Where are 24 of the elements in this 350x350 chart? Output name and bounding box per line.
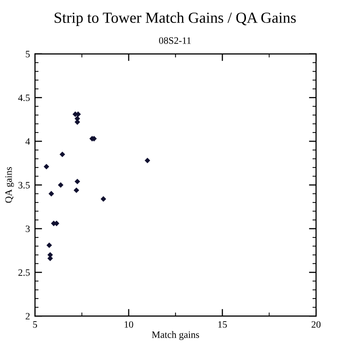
x-tick-label: 5 [33, 321, 38, 328]
point [48, 190, 54, 196]
point [44, 164, 50, 170]
point [100, 196, 106, 202]
y-tick-label: 2.5 [18, 269, 30, 276]
y-tick-label: 3.5 [18, 182, 30, 188]
chart-subtitle: 08S2-11 [159, 37, 191, 44]
x-tick-label: 15 [218, 321, 227, 328]
y-axis-title: QA gains [5, 167, 14, 203]
point [144, 158, 150, 164]
x-axis-title: Match gains [152, 331, 200, 340]
point [58, 182, 64, 188]
point [46, 242, 52, 248]
y-tick-label: 2 [26, 312, 30, 320]
chart-title: Strip to Tower Match Gains / QA Gains [54, 12, 296, 26]
y-tick-label: 4 [25, 138, 30, 145]
point [60, 152, 66, 158]
y-tick-label: 4.5 [18, 94, 30, 102]
point [74, 178, 80, 184]
x-tick-label: 20 [312, 321, 321, 328]
point [74, 187, 80, 193]
y-tick-label: 5 [26, 50, 30, 58]
x-tick-label: 10 [124, 321, 134, 328]
y-tick-label: 3 [26, 226, 30, 232]
